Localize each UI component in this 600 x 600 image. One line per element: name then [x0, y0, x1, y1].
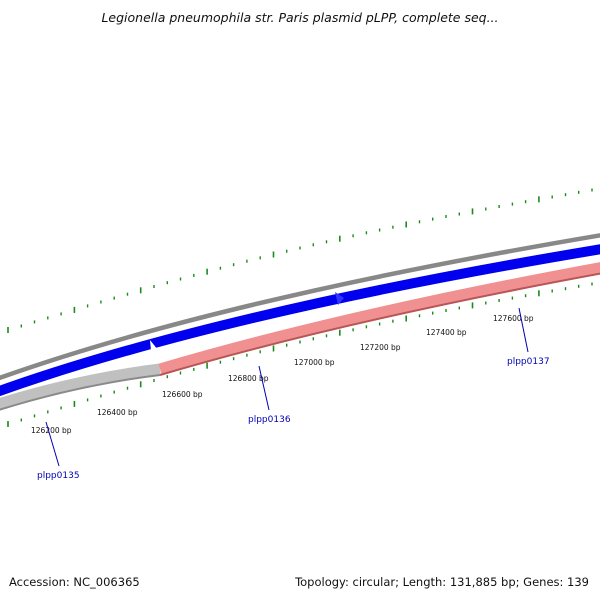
- position-label: 127400 bp: [426, 328, 467, 337]
- reverse-gene-other-edge: [0, 374, 161, 411]
- map-title: Legionella pneumophila str. Paris plasmi…: [101, 10, 499, 25]
- reverse-gene-other: [0, 363, 161, 410]
- gene-label-plpp0135[interactable]: plpp0135: [37, 471, 80, 481]
- gene-callout-line: [518, 307, 529, 353]
- position-label: 126400 bp: [97, 408, 138, 417]
- inner-tick-marks: [7, 282, 593, 427]
- position-label: 126600 bp: [162, 390, 203, 399]
- position-label: 127600 bp: [493, 314, 534, 323]
- gene-label-plpp0137[interactable]: plpp0137: [507, 357, 550, 367]
- reverse-gene-selected: [158, 262, 600, 375]
- gene-label-plpp0136[interactable]: plpp0136: [248, 415, 291, 425]
- genome-summary-text: Topology: circular; Length: 131,885 bp; …: [295, 575, 589, 589]
- gene-callout-line: [45, 421, 60, 467]
- position-label: 126200 bp: [31, 426, 72, 435]
- position-label: 126800 bp: [228, 374, 269, 383]
- forward-cds-track: [0, 244, 600, 397]
- position-label: 127200 bp: [360, 343, 401, 352]
- position-label: 127000 bp: [294, 358, 335, 367]
- reverse-gene-selected-edge: [159, 272, 600, 376]
- outer-tick-marks: [7, 188, 593, 333]
- gene-callout-line: [258, 365, 270, 411]
- cds-arrowhead-2: [335, 292, 344, 305]
- accession-text: Accession: NC_006365: [9, 575, 140, 589]
- cds-arrowhead: [150, 340, 158, 361]
- backbone-track: [0, 233, 600, 381]
